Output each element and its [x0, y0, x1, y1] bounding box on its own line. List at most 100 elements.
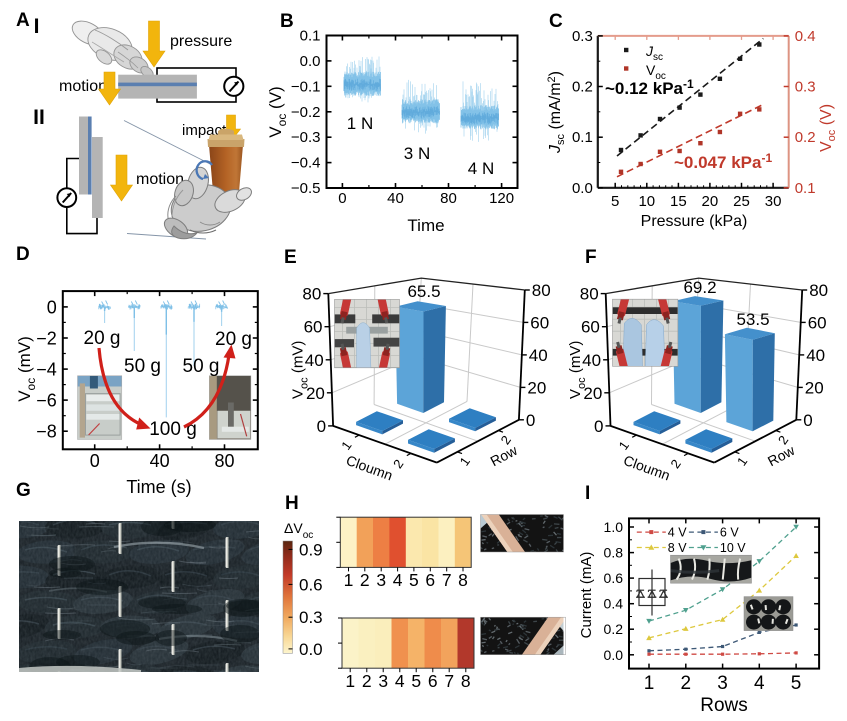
svg-text:80: 80 — [580, 285, 599, 304]
svg-text:motion: motion — [136, 171, 184, 188]
svg-text:E: E — [284, 247, 297, 268]
svg-text:6 V: 6 V — [720, 526, 739, 540]
svg-text:2: 2 — [360, 570, 370, 590]
svg-text:7: 7 — [442, 570, 452, 590]
svg-text:5: 5 — [791, 673, 802, 694]
svg-text:10: 10 — [638, 193, 655, 210]
svg-text:40: 40 — [387, 190, 404, 207]
svg-text:I: I — [34, 15, 40, 38]
svg-text:20: 20 — [583, 384, 602, 403]
svg-text:Rows: Rows — [700, 695, 748, 716]
svg-text:Current (mA): Current (mA) — [578, 552, 595, 639]
svg-text:−0.2: −0.2 — [291, 104, 321, 121]
svg-text:ΔVoc: ΔVoc — [284, 520, 313, 541]
svg-text:2: 2 — [362, 671, 372, 691]
svg-text:0.8: 0.8 — [604, 545, 624, 561]
svg-text:120: 120 — [489, 190, 514, 207]
svg-text:80: 80 — [214, 451, 234, 471]
svg-text:−0.1: −0.1 — [291, 78, 321, 95]
svg-text:80: 80 — [302, 285, 321, 304]
svg-text:1: 1 — [734, 454, 750, 469]
svg-text:0: 0 — [47, 297, 57, 317]
svg-text:0.3: 0.3 — [795, 79, 816, 96]
svg-text:−4: −4 — [36, 360, 57, 380]
svg-text:40: 40 — [305, 351, 324, 370]
svg-text:0: 0 — [90, 451, 100, 471]
svg-text:1: 1 — [456, 454, 472, 469]
svg-text:8 V: 8 V — [668, 541, 687, 555]
svg-text:8: 8 — [461, 671, 471, 691]
svg-text:Voc (V): Voc (V) — [818, 104, 838, 152]
svg-text:−0.5: −0.5 — [291, 180, 321, 197]
svg-text:10 V: 10 V — [720, 541, 746, 555]
svg-text:15: 15 — [670, 193, 687, 210]
svg-text:−2: −2 — [36, 329, 57, 349]
svg-text:Jsc (mA/m2): Jsc (mA/m2) — [546, 71, 567, 154]
svg-text:motion: motion — [59, 78, 107, 95]
svg-text:0.0: 0.0 — [604, 647, 624, 663]
svg-text:30: 30 — [765, 193, 782, 210]
svg-text:60: 60 — [808, 313, 827, 332]
svg-text:6: 6 — [428, 671, 438, 691]
svg-text:3: 3 — [378, 671, 388, 691]
svg-text:~0.12 kPa-1: ~0.12 kPa-1 — [605, 77, 694, 98]
svg-text:4: 4 — [393, 570, 403, 590]
svg-text:8: 8 — [458, 570, 468, 590]
svg-text:C: C — [549, 11, 563, 32]
svg-text:4: 4 — [395, 671, 405, 691]
svg-text:1: 1 — [616, 438, 632, 453]
svg-text:4 N: 4 N — [468, 159, 494, 178]
svg-text:5: 5 — [409, 570, 419, 590]
svg-text:1: 1 — [338, 438, 354, 453]
svg-text:20: 20 — [527, 378, 546, 397]
svg-text:1: 1 — [644, 673, 655, 694]
svg-text:Voc (V): Voc (V) — [266, 86, 289, 137]
svg-text:40: 40 — [150, 451, 170, 471]
svg-text:Pressure (kPa): Pressure (kPa) — [641, 213, 748, 230]
svg-text:60: 60 — [581, 318, 600, 337]
svg-text:F: F — [585, 247, 597, 268]
svg-text:3: 3 — [376, 570, 386, 590]
svg-text:H: H — [285, 493, 299, 514]
svg-text:0.0: 0.0 — [572, 180, 593, 197]
svg-text:0.0: 0.0 — [300, 53, 321, 70]
svg-text:0.0: 0.0 — [299, 640, 323, 659]
svg-text:65.5: 65.5 — [407, 282, 440, 301]
svg-text:0: 0 — [338, 190, 346, 207]
svg-text:0.9: 0.9 — [299, 540, 323, 559]
svg-text:20: 20 — [702, 193, 719, 210]
svg-text:20: 20 — [805, 378, 824, 397]
svg-text:6: 6 — [425, 570, 435, 590]
svg-text:40: 40 — [529, 346, 548, 365]
svg-text:53.5: 53.5 — [736, 310, 769, 329]
svg-text:B: B — [280, 11, 294, 32]
svg-text:3 N: 3 N — [404, 144, 430, 163]
svg-text:5: 5 — [411, 671, 421, 691]
svg-text:2: 2 — [681, 673, 692, 694]
svg-text:5: 5 — [611, 193, 619, 210]
svg-text:Voc (mV): Voc (mV) — [15, 336, 38, 402]
svg-text:40: 40 — [806, 346, 825, 365]
svg-text:−6: −6 — [36, 391, 57, 411]
svg-text:80: 80 — [532, 281, 551, 300]
svg-text:0.1: 0.1 — [300, 28, 321, 45]
svg-text:~0.047 kPa-1: ~0.047 kPa-1 — [674, 151, 772, 172]
svg-text:50 g: 50 g — [183, 356, 220, 377]
svg-text:20 g: 20 g — [84, 328, 121, 349]
svg-text:80: 80 — [809, 281, 828, 300]
svg-text:0.4: 0.4 — [604, 596, 624, 612]
svg-text:80: 80 — [440, 190, 457, 207]
svg-text:100 g: 100 g — [149, 419, 197, 440]
svg-text:0.6: 0.6 — [299, 575, 323, 594]
svg-text:25: 25 — [733, 193, 750, 210]
svg-text:0.2: 0.2 — [795, 129, 816, 146]
svg-text:0.1: 0.1 — [572, 129, 593, 146]
svg-text:7: 7 — [444, 671, 454, 691]
svg-text:20: 20 — [306, 384, 325, 403]
svg-text:50 g: 50 g — [124, 356, 161, 377]
svg-text:0.3: 0.3 — [299, 608, 323, 627]
svg-text:Time: Time — [407, 216, 444, 235]
svg-text:0: 0 — [526, 411, 535, 430]
svg-text:−0.3: −0.3 — [291, 129, 321, 146]
svg-text:G: G — [16, 480, 31, 501]
